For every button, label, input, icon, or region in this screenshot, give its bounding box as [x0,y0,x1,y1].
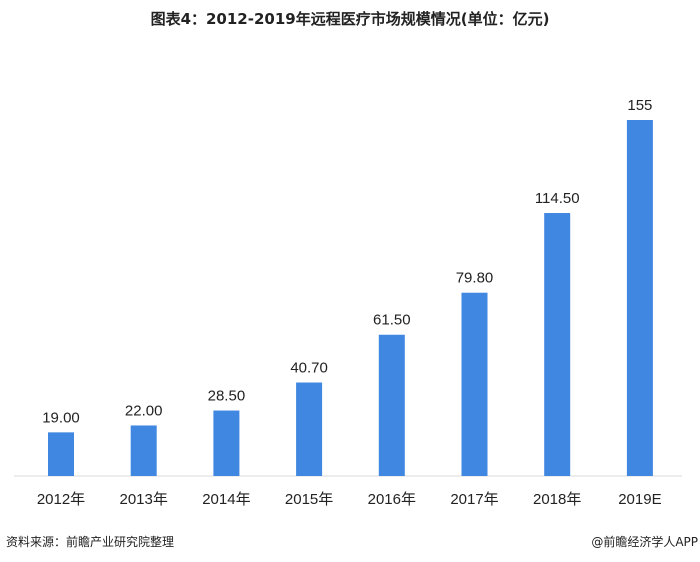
data-label: 114.50 [535,190,580,207]
data-label: 61.50 [373,312,411,329]
x-tick-label: 2017年 [450,491,498,508]
x-tick-label: 2013年 [120,491,168,508]
bar [213,410,240,476]
x-tick-label: 2019E [618,491,661,508]
data-label: 19.00 [42,409,80,426]
x-tick-label: 2016年 [368,491,416,508]
chart-title: 图表4：2012-2019年远程医疗市场规模情况(单位：亿元) [150,10,550,28]
source-note: 资料来源：前瞻产业研究院整理 [6,535,175,549]
bar [544,213,571,476]
bar [48,432,74,476]
data-label: 28.50 [208,388,246,405]
x-tick-label: 2018年 [533,491,581,508]
bar [130,425,157,476]
x-tick-label: 2015年 [285,491,333,508]
bar [378,334,405,476]
bar [296,382,323,476]
data-label: 40.70 [290,360,328,377]
credit-note: @前瞻经济学人APP [591,535,698,549]
bar [626,120,653,476]
x-tick-label: 2012年 [37,491,85,508]
data-label: 79.80 [456,270,494,287]
data-label: 22.00 [125,402,163,419]
x-tick-label: 2014年 [202,491,250,508]
data-label: 155 [627,97,652,114]
bar [461,292,488,476]
